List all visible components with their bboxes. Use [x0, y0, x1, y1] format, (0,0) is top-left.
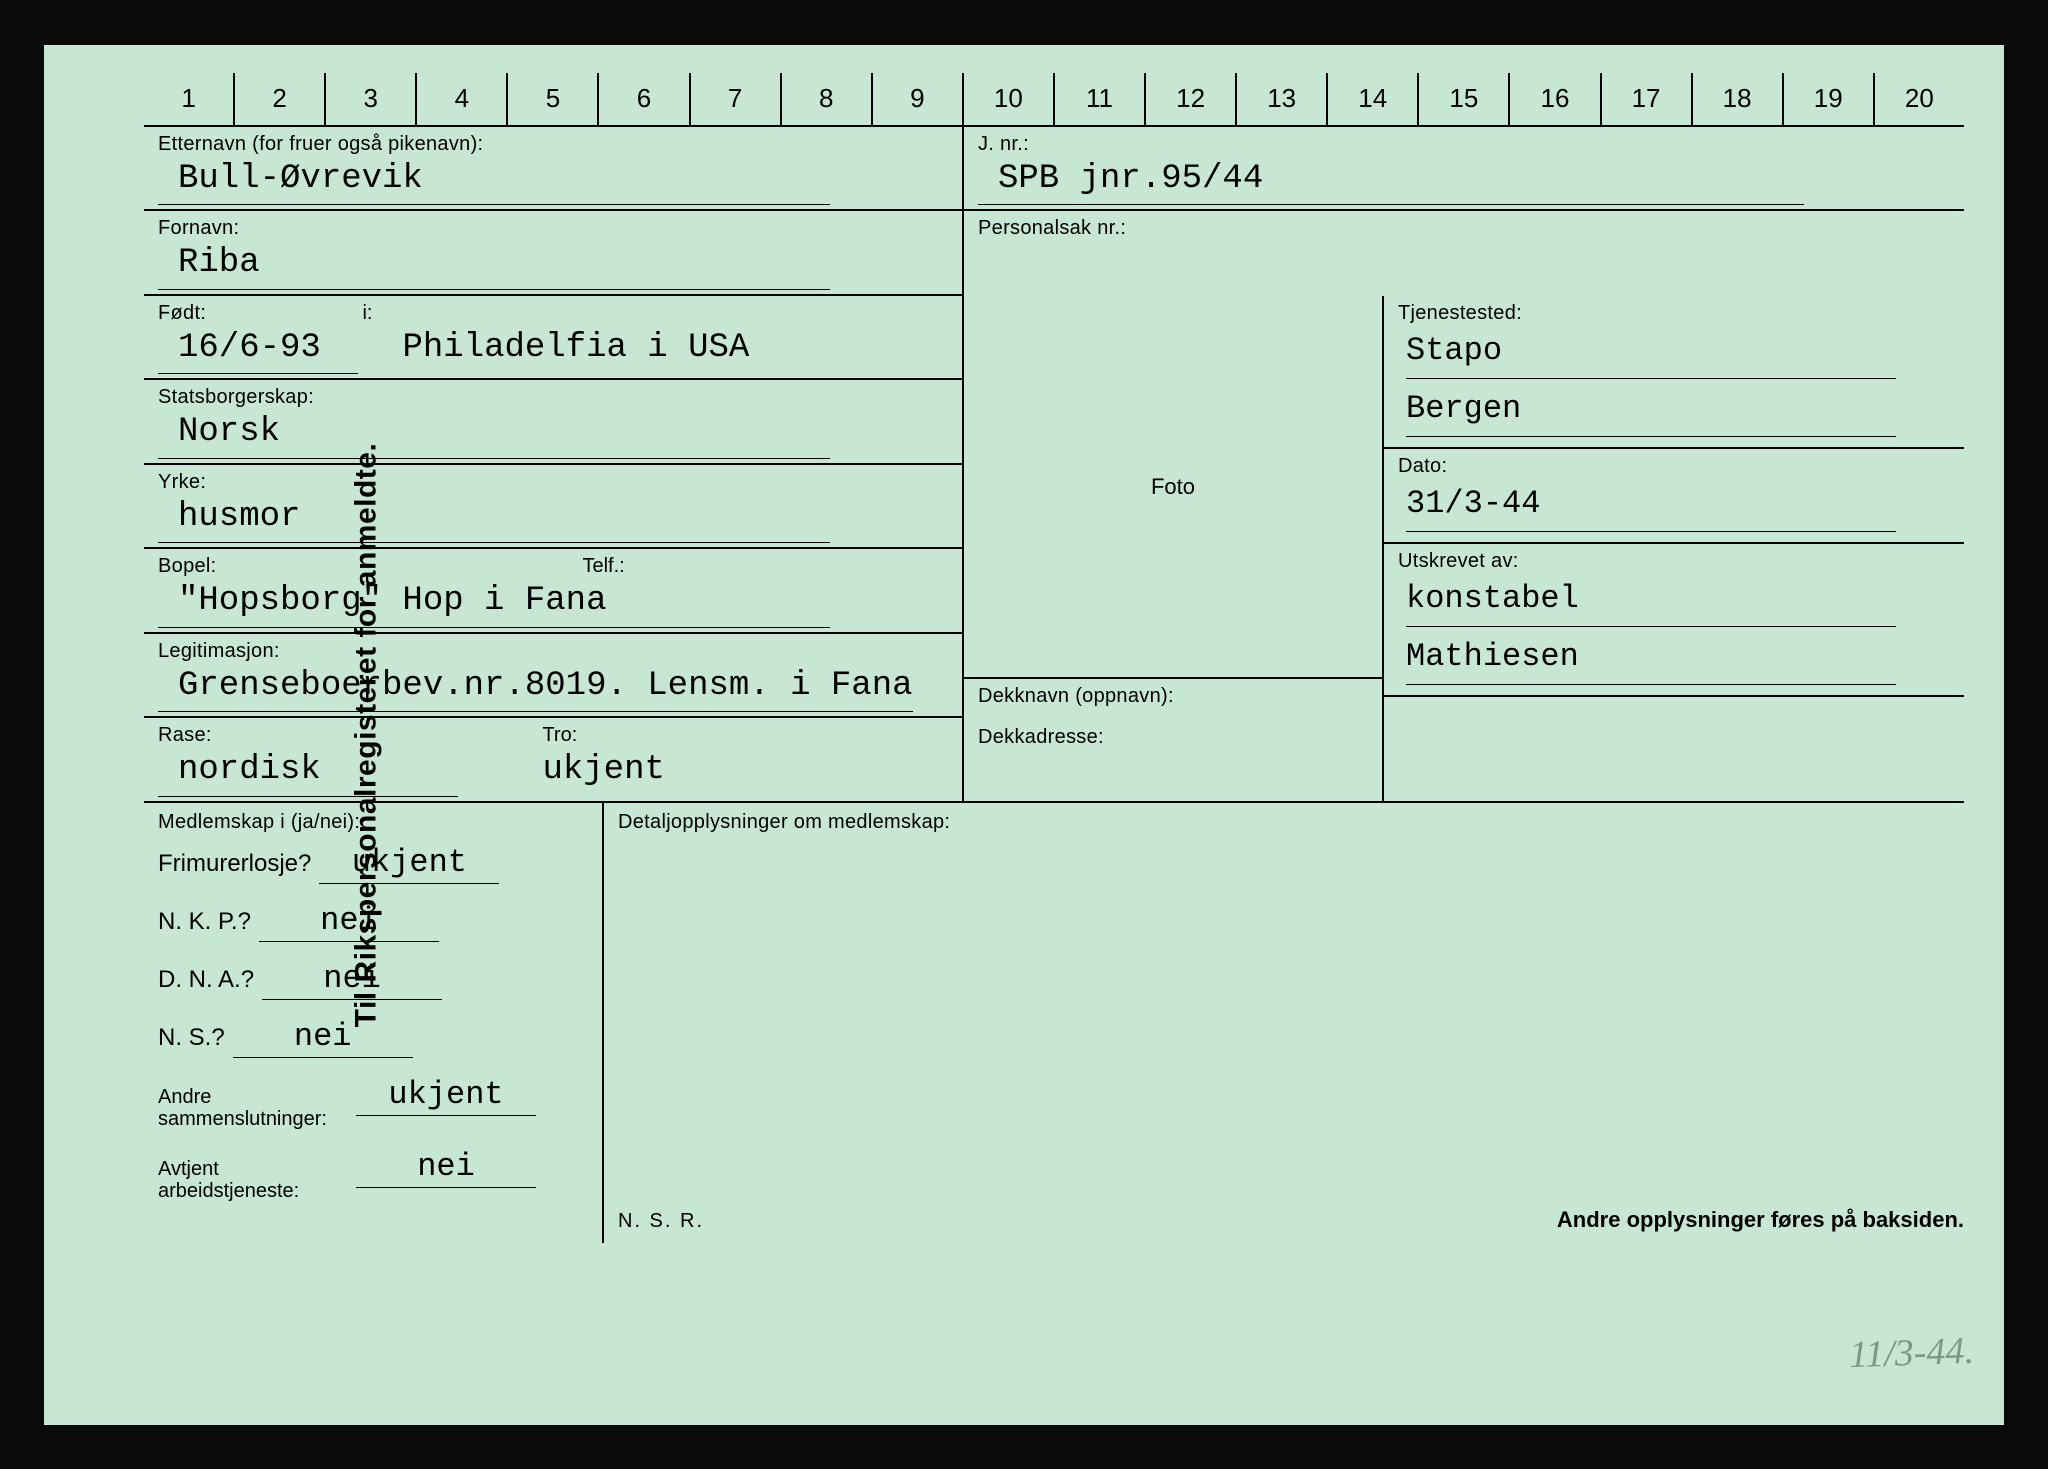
mem-label-nkp: N. K. P.?	[158, 908, 251, 936]
ruler-tick: 7	[689, 73, 780, 125]
registration-card: Til Rikspersonalregisteret for anmeldte.…	[44, 45, 2004, 1425]
membership-row: Avtjent arbeidstjeneste: nei	[158, 1148, 588, 1202]
field-tjenestested: Tjenestested: Stapo Bergen	[1384, 296, 1964, 449]
value-bopel: "Hopsborg" Hop i Fana	[158, 580, 830, 628]
mem-value-ns: nei	[233, 1018, 413, 1058]
mem-value-frimurer: ukjent	[319, 844, 499, 884]
ruler-tick: 2	[233, 73, 324, 125]
ruler-tick: 9	[871, 73, 962, 125]
value-fornavn: Riba	[158, 242, 830, 290]
ruler-tick: 19	[1782, 73, 1873, 125]
handwritten-date: 11/3-44.	[1848, 1328, 1974, 1376]
value-utskrevet-2: Mathiesen	[1406, 633, 1896, 685]
label-fodt-i: i:	[362, 302, 372, 325]
label-legitimasjon: Legitimasjon:	[158, 640, 948, 663]
field-bopel: Bopel: Telf.: "Hopsborg" Hop i Fana	[144, 549, 964, 634]
value-fodt: 16/6-93	[158, 327, 358, 375]
value-tjenestested-2: Bergen	[1406, 385, 1896, 437]
ruler-tick: 8	[780, 73, 871, 125]
label-etternavn: Etternavn (for fruer også pikenavn):	[158, 133, 948, 156]
label-rase: Rase:	[158, 724, 538, 747]
label-yrke: Yrke:	[158, 471, 948, 494]
field-dato: Dato: 31/3-44	[1384, 449, 1964, 544]
field-dekk-right	[1382, 697, 1964, 803]
value-etternavn: Bull-Øvrevik	[158, 158, 830, 206]
label-dekkadresse: Dekkadresse:	[978, 726, 1368, 749]
foto-label: Foto	[1151, 474, 1195, 500]
field-rase-tro: Rase: Tro: nordisk ukjent	[144, 718, 964, 803]
label-fornavn: Fornavn:	[158, 217, 948, 240]
ruler-tick: 14	[1326, 73, 1417, 125]
label-telf: Telf.:	[582, 555, 624, 578]
field-utskrevet: Utskrevet av: konstabel Mathiesen	[1384, 544, 1964, 697]
membership-row: Andre sammenslutninger: ukjent	[158, 1076, 588, 1130]
value-legitimasjon: Grenseboerbev.nr.8019. Lensm. i Fana	[158, 665, 913, 713]
nsr-mark: N. S. R.	[618, 1210, 704, 1233]
field-jnr: J. nr.: SPB jnr.95/44	[964, 127, 1964, 212]
label-jnr: J. nr.:	[978, 133, 1950, 156]
field-fornavn: Fornavn: Riba	[144, 211, 964, 296]
value-tjenestested-1: Stapo	[1406, 327, 1896, 379]
value-statsborgerskap: Norsk	[158, 411, 830, 459]
value-utskrevet-1: konstabel	[1406, 575, 1896, 627]
value-jnr: SPB jnr.95/44	[978, 158, 1804, 206]
ruler-tick: 13	[1235, 73, 1326, 125]
mem-label-dna: D. N. A.?	[158, 966, 254, 994]
mem-label-avtjent: Avtjent arbeidstjeneste:	[158, 1158, 348, 1202]
ruler-tick: 15	[1417, 73, 1508, 125]
ruler-tick: 20	[1873, 73, 1964, 125]
ruler-tick: 1	[144, 73, 233, 125]
label-tjenestested: Tjenestested:	[1398, 302, 1950, 325]
ruler-tick: 16	[1508, 73, 1599, 125]
ruler-tick: 10	[962, 73, 1053, 125]
label-fodt: Født:	[158, 302, 358, 325]
field-fodt: Født: i: 16/6-93 Philadelfia i USA	[144, 296, 964, 381]
label-personalsak: Personalsak nr.:	[978, 217, 1950, 240]
label-statsborgerskap: Statsborgerskap:	[158, 386, 948, 409]
field-dekknavn: Dekknavn (oppnavn): Dekkadresse:	[964, 679, 1384, 802]
foto-box: Foto	[964, 296, 1384, 680]
mem-label-ns: N. S.?	[158, 1024, 225, 1052]
field-statsborgerskap: Statsborgerskap: Norsk	[144, 380, 964, 465]
ruler-tick: 17	[1600, 73, 1691, 125]
details-header: Detaljopplysninger om medlemskap:	[618, 811, 1950, 834]
value-fodt-i: Philadelfia i USA	[362, 327, 749, 374]
ruler-tick: 12	[1144, 73, 1235, 125]
value-yrke: husmor	[158, 496, 830, 544]
value-rase: nordisk	[158, 749, 458, 797]
membership-details: Detaljopplysninger om medlemskap: N. S. …	[604, 803, 1964, 1243]
label-bopel: Bopel:	[158, 555, 578, 578]
field-personalsak: Personalsak nr.:	[964, 211, 1964, 296]
ruler-tick: 3	[324, 73, 415, 125]
label-tro: Tro:	[542, 724, 577, 747]
label-dato: Dato:	[1398, 455, 1950, 478]
ruler-tick: 5	[506, 73, 597, 125]
label-utskrevet: Utskrevet av:	[1398, 550, 1950, 573]
column-ruler: 1 2 3 4 5 6 7 8 9 10 11 12 13 14 15 16 1…	[144, 73, 1964, 127]
mem-value-andre: ukjent	[356, 1076, 536, 1116]
mem-label-frimurer: Frimurerlosje?	[158, 850, 311, 878]
value-dato: 31/3-44	[1406, 480, 1896, 532]
ruler-tick: 6	[597, 73, 688, 125]
field-yrke: Yrke: husmor	[144, 465, 964, 550]
footer-note: Andre opplysninger føres på baksiden.	[1557, 1207, 1964, 1233]
ruler-tick: 4	[415, 73, 506, 125]
field-legitimasjon: Legitimasjon: Grenseboerbev.nr.8019. Len…	[144, 634, 964, 719]
mem-value-avtjent: nei	[356, 1148, 536, 1188]
value-tro: ukjent	[462, 749, 664, 796]
ruler-tick: 18	[1691, 73, 1782, 125]
ruler-tick: 11	[1053, 73, 1144, 125]
label-dekknavn: Dekknavn (oppnavn):	[978, 685, 1368, 708]
mem-label-andre: Andre sammenslutninger:	[158, 1086, 348, 1130]
field-etternavn: Etternavn (for fruer også pikenavn): Bul…	[144, 127, 964, 212]
